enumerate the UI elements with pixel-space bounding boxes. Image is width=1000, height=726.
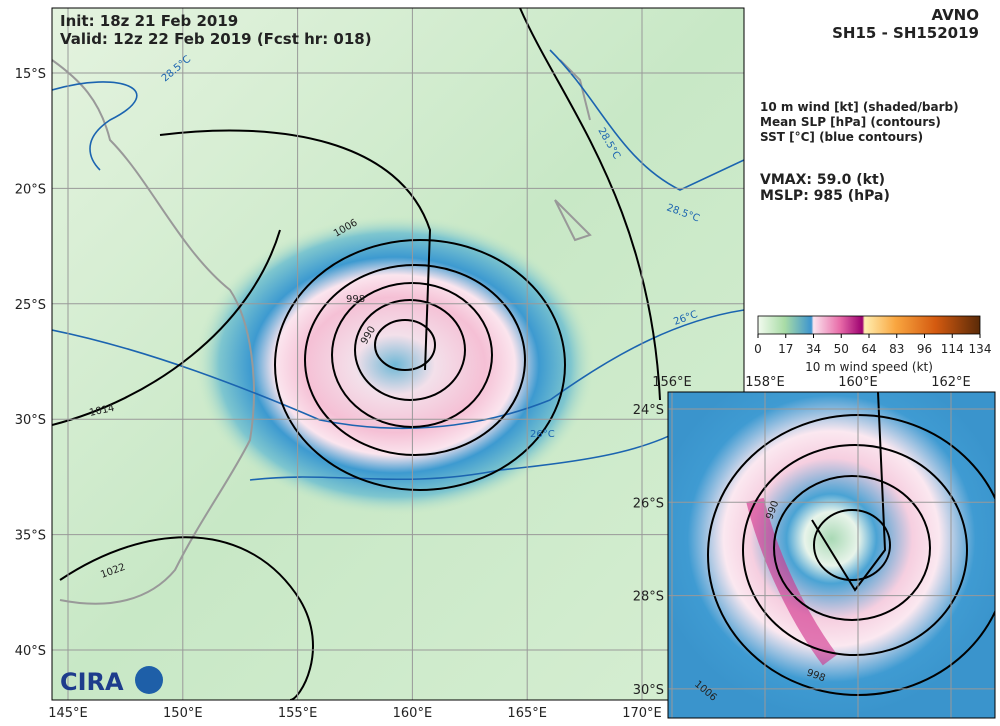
inset-lat-label: 26°S bbox=[633, 496, 664, 511]
grid bbox=[52, 8, 744, 700]
inset-lat-label: 30°S bbox=[633, 683, 664, 698]
colorbar-tick-label: 17 bbox=[778, 342, 793, 356]
colorbar-tick-label: 134 bbox=[969, 342, 992, 356]
wind-field bbox=[195, 215, 595, 515]
lon-label: 160°E bbox=[393, 706, 433, 721]
islands bbox=[554, 59, 592, 242]
legend: 10 m wind [kt] (shaded/barb)Mean SLP [hP… bbox=[760, 100, 959, 144]
colorbar-ticks: 0 17 34 50 64 83 96 114 134 bbox=[754, 334, 991, 356]
inset-lon-label: 162°E bbox=[931, 375, 971, 390]
sst-label: 26°C bbox=[530, 429, 555, 440]
inset-lon-label: 156°E bbox=[652, 375, 692, 390]
map-tick-labels: 15°S 20°S 25°S 30°S 35°S 40°S 145°E 150°E 155°E 1… bbox=[15, 67, 971, 721]
valid-time: Valid: 12z 22 Feb 2019 (Fcst hr: 018) bbox=[60, 30, 372, 48]
mslp: MSLP: 985 (hPa) bbox=[760, 188, 890, 204]
lat-label: 35°S bbox=[15, 529, 46, 544]
lon-label: 165°E bbox=[507, 706, 547, 721]
model-name: AVNO bbox=[931, 6, 979, 24]
colorbar-tick-label: 114 bbox=[941, 342, 964, 356]
lon-label: 145°E bbox=[48, 706, 88, 721]
colorbar-tick-label: 34 bbox=[806, 342, 821, 356]
inset-grid bbox=[668, 392, 995, 718]
colorbar-tick-label: 64 bbox=[861, 342, 876, 356]
lon-label: 170°E bbox=[622, 706, 662, 721]
inset-frame bbox=[667, 391, 996, 719]
lat-label: 20°S bbox=[15, 182, 46, 197]
vmax: VMAX: 59.0 (kt) bbox=[760, 172, 885, 188]
inset-lat-label: 28°S bbox=[633, 590, 664, 605]
map-frame bbox=[51, 7, 745, 701]
inset-lat-label: 24°S bbox=[633, 403, 664, 418]
lat-label: 40°S bbox=[15, 644, 46, 659]
colorbar-tick-label: 96 bbox=[917, 342, 932, 356]
slp-label: 1014 bbox=[88, 403, 115, 419]
logo-icon bbox=[135, 666, 163, 694]
colorbar bbox=[757, 315, 981, 335]
lat-label: 25°S bbox=[15, 298, 46, 313]
lon-label: 150°E bbox=[163, 706, 203, 721]
colorbar-tick-label: 83 bbox=[889, 342, 904, 356]
lat-label: 30°S bbox=[15, 413, 46, 428]
colorbar-tick-label: 0 bbox=[754, 342, 762, 356]
inset-lon-label: 158°E bbox=[745, 375, 785, 390]
legend-line: SST [°C] (blue contours) bbox=[760, 130, 923, 144]
legend-line: 10 m wind [kt] (shaded/barb) bbox=[760, 100, 959, 114]
lat-label: 15°S bbox=[15, 67, 46, 82]
inset-lon-label: 160°E bbox=[838, 375, 878, 390]
lon-label: 155°E bbox=[278, 706, 318, 721]
colorbar-label: 10 m wind speed (kt) bbox=[805, 360, 933, 374]
slp-label: 998 bbox=[346, 294, 365, 305]
inset-map: 990 998 1006 bbox=[668, 392, 995, 718]
logo: CIRA bbox=[60, 668, 124, 696]
init-time: Init: 18z 21 Feb 2019 bbox=[60, 12, 238, 30]
legend-line: Mean SLP [hPa] (contours) bbox=[760, 115, 941, 129]
colorbar-tick-label: 50 bbox=[834, 342, 849, 356]
storm-id: SH15 - SH152019 bbox=[832, 24, 979, 42]
main-map: 1006 998 990 1014 1022 28.5°C 28.5°C 28.… bbox=[52, 8, 744, 700]
coastline bbox=[52, 59, 255, 605]
slp-contours bbox=[52, 8, 661, 700]
